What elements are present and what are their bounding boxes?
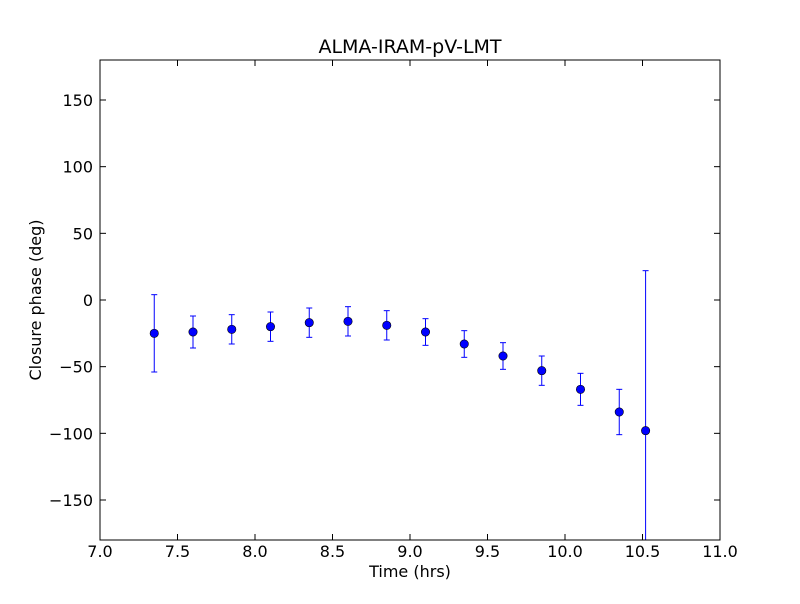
data-point xyxy=(343,316,353,326)
x-tick-label: 7.5 xyxy=(165,542,190,561)
data-point xyxy=(382,320,392,330)
data-point xyxy=(420,327,430,337)
data-point xyxy=(227,324,237,334)
data-point xyxy=(149,328,159,338)
y-tick-label: 50 xyxy=(73,224,93,243)
y-axis-label: Closure phase (deg) xyxy=(26,219,45,380)
data-point xyxy=(614,407,624,417)
data-point xyxy=(537,366,547,376)
chart-title: ALMA-IRAM-pV-LMT xyxy=(318,36,501,58)
data-point xyxy=(265,322,275,332)
data-point xyxy=(498,351,508,361)
plot-background xyxy=(100,60,720,540)
y-tick-label: 100 xyxy=(62,158,93,177)
x-tick-label: 10.5 xyxy=(625,542,661,561)
x-tick-label: 9.0 xyxy=(397,542,422,561)
y-tick-label: −100 xyxy=(49,424,93,443)
y-tick-label: 0 xyxy=(83,291,93,310)
y-tick-label: 150 xyxy=(62,91,93,110)
data-layer xyxy=(149,270,651,540)
data-point xyxy=(304,318,314,328)
x-tick-label: 7.0 xyxy=(87,542,112,561)
x-axis-label: Time (hrs) xyxy=(368,562,451,581)
axis-ticks: 7.0 7.5 8.0 8.5 9.0 9.5 10.0 10.5 11.0 150 100 50 0 −… xyxy=(49,60,738,561)
x-tick-label: 8.5 xyxy=(320,542,345,561)
plot-frame xyxy=(99,59,721,541)
x-tick-label: 8.0 xyxy=(242,542,267,561)
y-tick-label: −150 xyxy=(49,491,93,510)
x-tick-label: 10.0 xyxy=(547,542,583,561)
x-tick-label: 9.5 xyxy=(475,542,500,561)
data-point xyxy=(575,384,585,394)
x-tick-label: 11.0 xyxy=(702,542,738,561)
y-tick-label: −50 xyxy=(59,358,93,377)
data-point xyxy=(459,339,469,349)
data-point xyxy=(641,426,651,436)
data-point xyxy=(188,327,198,337)
